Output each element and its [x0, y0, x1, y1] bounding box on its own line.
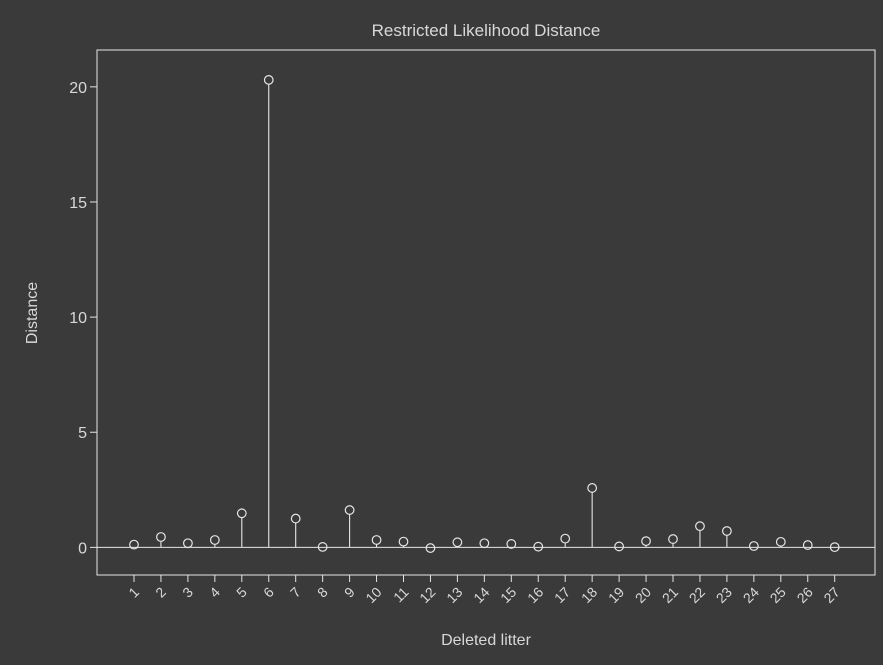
data-point [641, 536, 651, 547]
data-point [722, 526, 732, 536]
chart-title: Restricted Likelihood Distance [372, 21, 601, 40]
data-point [560, 533, 571, 544]
data-point [479, 538, 490, 549]
x-tick-label: 12 [416, 584, 438, 606]
data-point [587, 483, 598, 493]
x-tick-label: 2 [152, 584, 169, 601]
x-tick-label: 18 [578, 584, 600, 606]
y-tick-label: 5 [78, 425, 87, 442]
data-point [452, 537, 463, 548]
plot-frame [96, 49, 876, 576]
x-tick-label: 26 [794, 584, 816, 606]
x-tick-label: 27 [820, 584, 842, 606]
x-tick-label: 8 [314, 584, 331, 601]
y-axis: 0 5 10 15 20 [69, 80, 97, 557]
x-axis: 1 2 3 4 5 6 7 8 9 10 11 12 13 14 15 16 17 18 19 20 21 22 23 24 2… [125, 575, 843, 606]
x-tick-label: 10 [362, 584, 384, 606]
data-point [802, 540, 813, 550]
data-point [695, 521, 705, 532]
data-point [533, 541, 544, 552]
x-tick-label: 24 [740, 584, 762, 606]
data-point [748, 541, 759, 551]
data-point [344, 505, 355, 515]
x-tick-label: 20 [632, 584, 654, 606]
data-point [398, 536, 409, 547]
data-point [317, 542, 328, 552]
data-point [156, 532, 166, 542]
data-point [425, 543, 436, 553]
y-tick-label: 10 [69, 310, 87, 327]
x-tick-label: 4 [206, 584, 223, 601]
x-tick-label: 19 [605, 584, 627, 606]
y-axis-label: Distance [24, 282, 41, 344]
x-tick-label: 9 [341, 584, 358, 601]
x-axis-label: Deleted litter [441, 632, 531, 649]
y-tick-label: 20 [69, 80, 87, 97]
x-tick-label: 3 [179, 584, 196, 601]
data-point [775, 536, 786, 547]
data-point [129, 539, 139, 550]
x-tick-label: 1 [125, 584, 142, 601]
data-point [236, 508, 247, 519]
data-point [371, 535, 382, 545]
data-point [290, 513, 301, 524]
x-tick-label: 21 [659, 584, 681, 606]
x-tick-label: 23 [713, 584, 735, 606]
x-tick-label: 25 [767, 584, 789, 606]
data-point [506, 539, 517, 549]
x-tick-label: 15 [497, 584, 519, 606]
data-point [829, 542, 840, 553]
x-tick-label: 14 [470, 584, 492, 606]
y-tick-label: 15 [69, 195, 87, 212]
data-point [263, 75, 274, 85]
x-tick-label: 5 [233, 584, 250, 601]
data-point [209, 535, 220, 545]
y-tick-label: 0 [78, 540, 87, 557]
x-tick-label: 11 [390, 584, 412, 606]
data-point [668, 534, 678, 544]
data-point [182, 538, 193, 549]
x-tick-label: 13 [443, 584, 465, 606]
data-point [614, 541, 624, 552]
x-tick-label: 16 [524, 584, 546, 606]
data-marks [129, 75, 840, 553]
x-tick-label: 7 [287, 584, 304, 601]
x-tick-label: 17 [551, 584, 573, 606]
x-tick-label: 22 [686, 584, 708, 606]
x-tick-label: 6 [260, 584, 277, 601]
